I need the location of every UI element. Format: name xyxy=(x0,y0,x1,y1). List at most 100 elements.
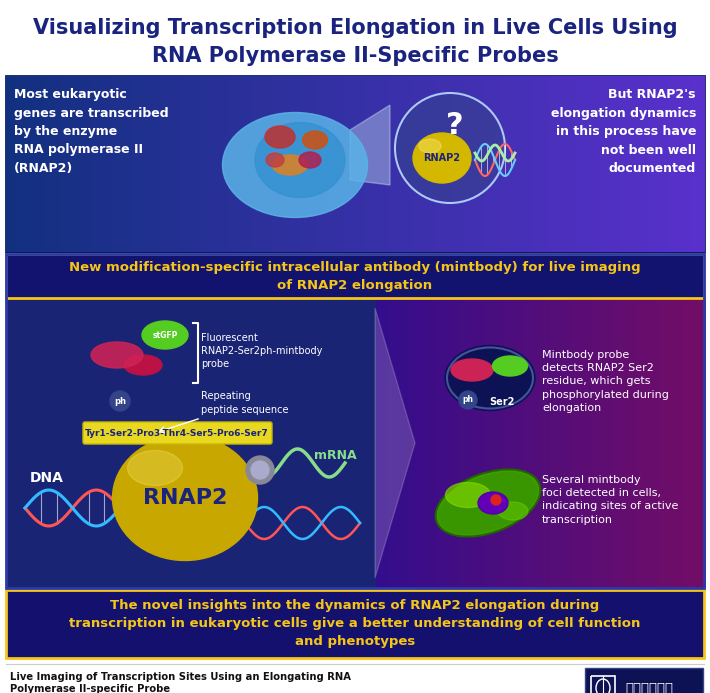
Bar xyxy=(20,76,24,252)
Bar xyxy=(621,76,625,252)
Bar xyxy=(275,76,279,252)
Bar xyxy=(540,298,545,588)
Bar xyxy=(6,590,704,658)
Bar xyxy=(557,298,562,588)
Bar xyxy=(104,76,108,252)
Bar xyxy=(494,298,499,588)
Bar xyxy=(244,76,248,252)
Bar xyxy=(526,76,530,252)
Text: 東京工業大学: 東京工業大学 xyxy=(625,682,673,693)
Bar xyxy=(481,298,486,588)
Bar xyxy=(638,76,642,252)
Ellipse shape xyxy=(91,342,143,368)
Bar xyxy=(390,76,394,252)
Bar xyxy=(641,76,645,252)
Bar xyxy=(373,76,377,252)
Circle shape xyxy=(110,391,130,411)
Bar xyxy=(642,298,647,588)
Bar xyxy=(432,76,436,252)
Bar xyxy=(400,76,405,252)
Bar xyxy=(195,76,199,252)
Bar xyxy=(468,298,473,588)
Ellipse shape xyxy=(478,492,508,514)
Bar xyxy=(679,76,684,252)
Bar xyxy=(630,76,635,252)
Bar xyxy=(453,76,457,252)
Bar xyxy=(435,76,439,252)
Bar xyxy=(543,298,549,588)
Bar xyxy=(466,76,471,252)
Bar xyxy=(435,298,440,588)
Bar xyxy=(448,298,454,588)
Bar xyxy=(603,76,607,252)
Bar xyxy=(634,76,639,252)
Ellipse shape xyxy=(435,469,541,537)
Bar xyxy=(412,298,417,588)
Bar xyxy=(153,76,157,252)
Bar xyxy=(198,76,202,252)
Bar xyxy=(445,298,450,588)
Bar xyxy=(425,298,430,588)
Bar xyxy=(27,76,31,252)
Bar xyxy=(628,298,634,588)
Ellipse shape xyxy=(451,359,493,381)
Bar xyxy=(681,298,687,588)
Bar xyxy=(452,298,457,588)
Bar xyxy=(599,298,604,588)
Bar xyxy=(415,76,419,252)
Bar xyxy=(415,298,420,588)
Bar xyxy=(501,298,506,588)
Bar xyxy=(393,298,398,588)
Bar xyxy=(118,76,122,252)
Ellipse shape xyxy=(222,112,368,218)
Bar xyxy=(334,76,339,252)
Bar xyxy=(504,298,509,588)
Ellipse shape xyxy=(493,356,528,376)
Bar xyxy=(76,76,80,252)
Bar xyxy=(359,76,363,252)
Bar xyxy=(442,76,447,252)
Bar xyxy=(38,76,42,252)
Bar xyxy=(488,298,493,588)
Bar xyxy=(278,76,283,252)
Bar xyxy=(626,298,630,588)
Bar xyxy=(114,76,119,252)
Bar xyxy=(100,76,104,252)
Bar xyxy=(697,76,701,252)
Bar xyxy=(659,76,663,252)
Bar xyxy=(543,76,548,252)
Bar xyxy=(376,76,381,252)
Bar xyxy=(6,254,704,298)
Bar xyxy=(317,76,321,252)
Bar xyxy=(576,298,581,588)
Bar xyxy=(602,298,608,588)
Bar xyxy=(697,298,703,588)
Bar xyxy=(331,76,335,252)
Bar xyxy=(498,76,503,252)
Bar xyxy=(474,76,478,252)
Bar xyxy=(694,76,698,252)
Bar xyxy=(481,76,485,252)
Bar xyxy=(457,76,461,252)
Bar xyxy=(572,76,576,252)
Bar xyxy=(184,76,188,252)
Bar xyxy=(253,76,258,252)
Text: The novel insights into the dynamics of RNAP2 elongation during: The novel insights into the dynamics of … xyxy=(110,599,600,613)
Bar xyxy=(348,76,352,252)
Bar xyxy=(293,76,297,252)
Bar xyxy=(422,298,427,588)
Bar xyxy=(505,76,510,252)
Bar xyxy=(222,76,227,252)
Bar xyxy=(464,298,470,588)
Bar xyxy=(399,298,404,588)
Ellipse shape xyxy=(413,133,471,183)
Polygon shape xyxy=(350,105,390,185)
Bar xyxy=(672,76,677,252)
Bar xyxy=(187,76,192,252)
Bar xyxy=(585,668,703,693)
Bar xyxy=(128,76,133,252)
Bar xyxy=(579,298,584,588)
Bar xyxy=(302,76,307,252)
Bar xyxy=(669,76,674,252)
Bar xyxy=(409,298,414,588)
